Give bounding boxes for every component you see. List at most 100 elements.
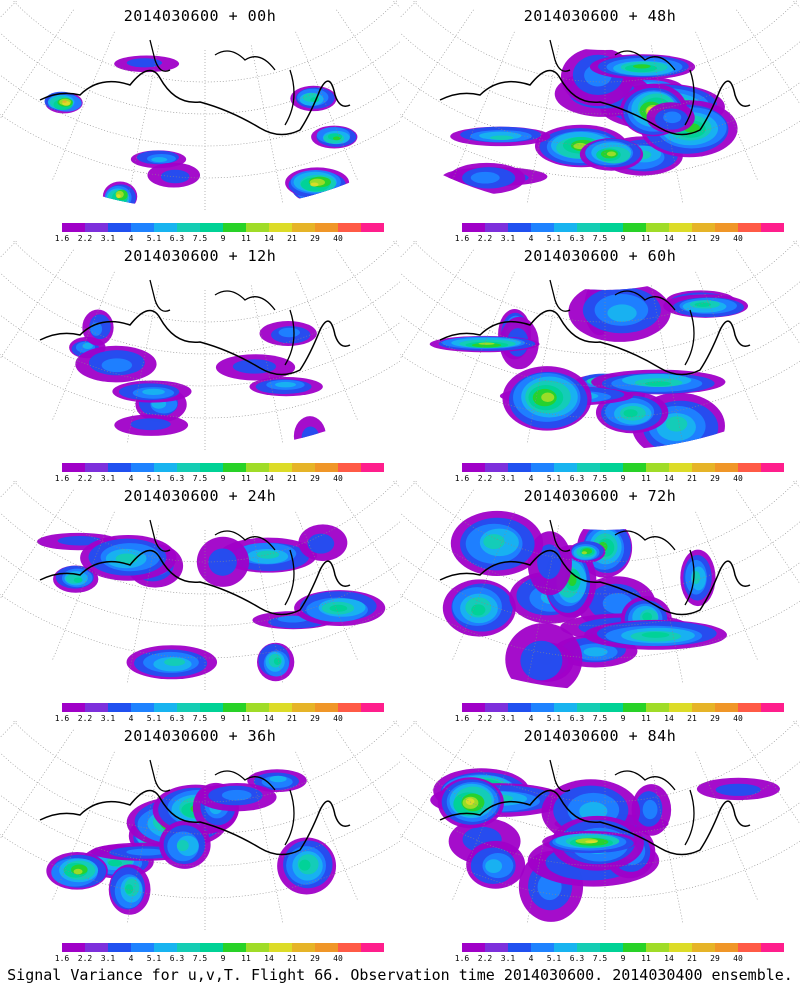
colorbar-swatch xyxy=(246,463,269,472)
colorbar-swatch xyxy=(485,943,508,952)
colorbar-labels: 1.6 2.2 3.1 4 5.1 6.3 7.5 9 11 14 21 29 40 xyxy=(55,954,361,964)
coastline xyxy=(439,549,751,616)
meridian-line xyxy=(0,729,74,840)
variance-contour xyxy=(293,416,327,451)
colorbar-swatch xyxy=(338,703,361,712)
meridian-line xyxy=(336,729,400,825)
colorbar-swatch xyxy=(600,943,623,952)
colorbar-label: 4 xyxy=(128,954,134,963)
variance-contour xyxy=(633,64,651,69)
colorbar-label: 14 xyxy=(264,234,274,243)
meridian-line xyxy=(391,720,400,728)
colorbar-label: 11 xyxy=(641,234,651,243)
colorbar-swatch xyxy=(85,463,108,472)
variance-contour xyxy=(641,632,670,638)
variance-contour xyxy=(62,100,67,103)
colorbar-label: 4 xyxy=(128,234,134,243)
colorbar-label: 21 xyxy=(287,234,297,243)
graticule xyxy=(400,720,800,930)
colorbar xyxy=(462,943,784,952)
variance-contour xyxy=(607,304,637,322)
colorbar-swatch xyxy=(692,943,715,952)
colorbar-swatch xyxy=(361,703,384,712)
variance-contour xyxy=(663,111,682,124)
parallel-line xyxy=(412,0,798,83)
colorbar-swatch xyxy=(669,223,692,232)
panel-title: 2014030600 + 84h xyxy=(523,727,677,745)
colorbar-label: 3.1 xyxy=(500,474,516,483)
graticule xyxy=(400,240,800,450)
parallel-line xyxy=(400,314,800,387)
variance-contour xyxy=(164,658,186,667)
map-panel-24h: 2014030600 + 24h 1.6 2.2 3.1 4 5.1 6.3 7.5 9 11 14… xyxy=(0,480,400,723)
parallel-line xyxy=(0,794,400,867)
meridian-line xyxy=(400,9,474,120)
variance-contour xyxy=(116,194,121,199)
colorbar-label: 7.5 xyxy=(192,474,208,483)
meridian-line xyxy=(791,480,800,488)
colorbar-swatch xyxy=(108,943,131,952)
meridian-line xyxy=(0,480,19,498)
colorbar-swatch xyxy=(338,463,361,472)
colorbar-label: 3.1 xyxy=(500,714,516,723)
variance-contour xyxy=(310,182,319,187)
meridian-line xyxy=(0,0,19,18)
colorbar-label: 1.6 xyxy=(54,234,70,243)
colorbar-swatch xyxy=(292,703,315,712)
panel-title: 2014030600 + 00h xyxy=(123,7,277,25)
colorbar xyxy=(462,463,784,472)
colorbar-label: 1.6 xyxy=(54,954,70,963)
colorbar-swatch xyxy=(154,943,177,952)
colorbar-swatch xyxy=(223,703,246,712)
parallel-line xyxy=(412,240,798,323)
colorbar-label: 29 xyxy=(310,474,320,483)
variance-contour xyxy=(57,536,103,546)
polar-map xyxy=(0,720,400,930)
coastline xyxy=(549,759,695,846)
colorbar-swatch xyxy=(315,463,338,472)
colorbar-swatch xyxy=(554,703,577,712)
parallel-line xyxy=(0,354,400,419)
variance-contour xyxy=(176,840,189,852)
colorbar-label: 2.2 xyxy=(77,234,93,243)
colorbar-swatch xyxy=(577,463,600,472)
colorbar-swatch xyxy=(669,463,692,472)
colorbar-label: 9 xyxy=(620,954,626,963)
colorbar-label: 11 xyxy=(641,714,651,723)
colorbar-swatch xyxy=(177,463,200,472)
colorbar-swatch xyxy=(462,463,485,472)
meridian-line xyxy=(650,765,683,923)
colorbar-swatch xyxy=(338,223,361,232)
colorbar-swatch xyxy=(85,703,108,712)
graticule xyxy=(0,0,400,210)
parallel-line xyxy=(0,314,400,387)
polar-map xyxy=(400,720,800,930)
colorbar-label: 40 xyxy=(733,474,743,483)
colorbar-swatch xyxy=(177,223,200,232)
colorbar-swatch xyxy=(154,463,177,472)
colorbar-swatch xyxy=(269,703,292,712)
parallel-line xyxy=(400,794,800,867)
figure-caption: Signal Variance for u,v,T. Flight 66. Ob… xyxy=(7,966,793,984)
colorbar-swatch xyxy=(200,943,223,952)
colorbar-labels: 1.6 2.2 3.1 4 5.1 6.3 7.5 9 11 14 21 29 40 xyxy=(55,474,361,484)
variance-contour xyxy=(125,884,134,894)
variance-contour xyxy=(299,859,311,871)
colorbar-labels: 1.6 2.2 3.1 4 5.1 6.3 7.5 9 11 14 21 29 40 xyxy=(455,954,761,964)
colorbar-label: 9 xyxy=(620,234,626,243)
variance-contour xyxy=(541,392,555,403)
colorbar-label: 5.1 xyxy=(146,954,162,963)
colorbar-label: 21 xyxy=(287,954,297,963)
colorbar-swatch xyxy=(62,223,85,232)
colorbar-swatch xyxy=(531,943,554,952)
coastline xyxy=(39,549,351,616)
colorbar-label: 11 xyxy=(241,234,251,243)
colorbar-swatch xyxy=(200,223,223,232)
colorbar-label: 14 xyxy=(264,954,274,963)
variance-contour xyxy=(126,848,166,856)
colorbar-swatch xyxy=(600,703,623,712)
colorbar-labels: 1.6 2.2 3.1 4 5.1 6.3 7.5 9 11 14 21 29 40 xyxy=(455,234,761,244)
meridian-line xyxy=(400,480,419,498)
colorbar-label: 3.1 xyxy=(100,474,116,483)
colorbar xyxy=(62,223,384,232)
